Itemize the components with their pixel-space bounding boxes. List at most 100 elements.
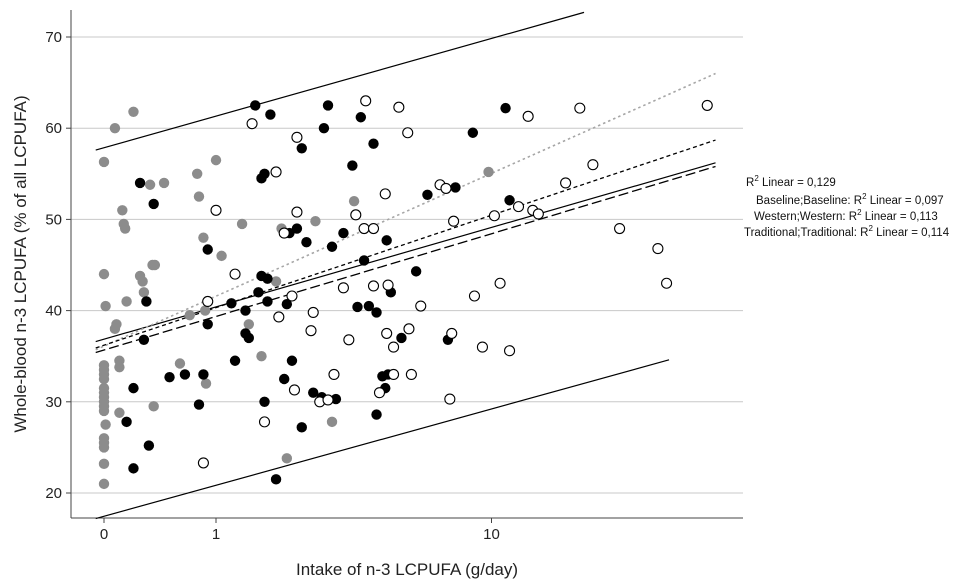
data-point-baseline — [348, 195, 360, 207]
data-point-western — [229, 355, 241, 366]
y-axis-title: Whole-blood n-3 LCPUFA (% of all LCPUFA) — [11, 95, 30, 432]
data-point-traditional — [343, 334, 355, 346]
data-point-baseline — [270, 276, 282, 287]
data-point-baseline — [128, 106, 139, 117]
tick-labels: 20 30 40 50 60 70 0 1 10 — [45, 29, 500, 543]
data-point-traditional — [440, 182, 452, 194]
data-point-traditional — [367, 280, 380, 292]
data-point-traditional — [210, 204, 222, 216]
data-point-traditional — [405, 368, 417, 380]
data-point-traditional — [307, 306, 319, 318]
data-point-traditional — [488, 210, 500, 222]
data-point-western — [326, 241, 338, 252]
data-point-traditional — [291, 131, 303, 143]
data-point-western — [138, 334, 150, 345]
regression-line-baseline — [95, 72, 716, 351]
data-point-baseline — [109, 123, 121, 134]
data-point-western — [467, 127, 479, 138]
data-point-traditional — [415, 300, 427, 312]
data-point-traditional — [574, 102, 586, 114]
data-point-traditional — [367, 222, 380, 235]
data-point-western — [318, 123, 330, 134]
data-point-western — [296, 422, 307, 433]
data-point-traditional — [393, 101, 405, 113]
data-point-western — [308, 387, 319, 398]
y-tick-label: 40 — [45, 303, 62, 320]
data-point-traditional — [522, 110, 534, 122]
data-point-baseline — [236, 218, 248, 230]
x-axis-title: Intake of n-3 LCPUFA (g/day) — [296, 560, 518, 579]
axes — [70, 10, 743, 519]
data-point-baseline — [148, 401, 159, 412]
y-tick-label: 70 — [45, 29, 62, 46]
y-tick-label: 50 — [45, 211, 62, 228]
data-point-baseline — [174, 358, 186, 369]
data-points — [98, 95, 713, 490]
data-point-western — [396, 332, 407, 344]
data-point-western — [226, 298, 237, 309]
data-point-western — [347, 160, 358, 171]
data-point-traditional — [358, 222, 370, 235]
data-point-traditional — [246, 118, 258, 130]
regression-line-upper-ci — [95, 11, 585, 151]
data-point-baseline — [243, 319, 255, 330]
data-point-western — [371, 409, 382, 420]
data-point-baseline — [117, 205, 128, 216]
data-point-western — [143, 440, 155, 451]
data-point-western — [128, 463, 139, 474]
data-point-baseline — [100, 419, 111, 430]
data-point-traditional — [197, 457, 209, 469]
data-point-traditional — [305, 325, 317, 337]
data-point-traditional — [652, 243, 664, 255]
data-point-traditional — [512, 201, 525, 213]
data-point-traditional — [403, 323, 415, 335]
data-point-baseline — [114, 361, 125, 373]
data-point-traditional — [381, 327, 393, 339]
data-point-western — [504, 195, 515, 206]
data-point-baseline — [198, 232, 209, 243]
data-point-western — [243, 332, 255, 344]
data-point-traditional — [350, 209, 362, 221]
data-point-baseline — [199, 305, 211, 316]
data-point-western — [381, 235, 392, 246]
data-point-baseline — [158, 177, 170, 189]
data-point-traditional — [337, 282, 349, 294]
data-point-traditional — [494, 277, 506, 289]
data-point-baseline — [200, 378, 212, 389]
data-point-baseline — [310, 216, 321, 227]
data-point-western — [270, 474, 282, 485]
data-point-baseline — [144, 179, 156, 190]
data-point-western — [259, 168, 270, 179]
data-point-traditional — [587, 159, 599, 171]
data-point-baseline — [121, 296, 132, 307]
data-point-western — [265, 109, 276, 120]
data-point-traditional — [322, 394, 334, 406]
y-tick-label: 60 — [45, 120, 62, 137]
data-point-western — [279, 373, 290, 385]
regression-line-lower-ci — [95, 359, 670, 520]
data-point-baseline — [256, 351, 267, 362]
data-point-traditional — [273, 311, 285, 323]
data-point-traditional — [286, 290, 298, 302]
legend-entry-baseline: Baseline;Baseline: R2 Linear = 0,097 — [756, 192, 944, 207]
data-point-western — [134, 177, 146, 189]
data-point-western — [250, 100, 261, 111]
data-point-western — [198, 369, 209, 380]
data-point-traditional — [504, 345, 516, 357]
data-point-baseline — [98, 156, 110, 168]
data-point-traditional — [278, 227, 290, 239]
data-point-traditional — [388, 368, 400, 380]
data-point-baseline — [98, 268, 110, 280]
data-point-traditional — [446, 327, 458, 339]
data-point-western — [355, 112, 367, 123]
data-point-baseline — [111, 319, 122, 330]
data-point-traditional — [614, 222, 626, 235]
data-point-baseline — [98, 405, 110, 417]
x-tick-label: 0 — [100, 526, 108, 543]
data-point-traditional — [202, 295, 214, 308]
x-tick-label: 10 — [483, 526, 500, 543]
data-point-baseline — [326, 416, 338, 428]
data-point-western — [450, 182, 461, 193]
data-point-traditional — [402, 127, 414, 139]
